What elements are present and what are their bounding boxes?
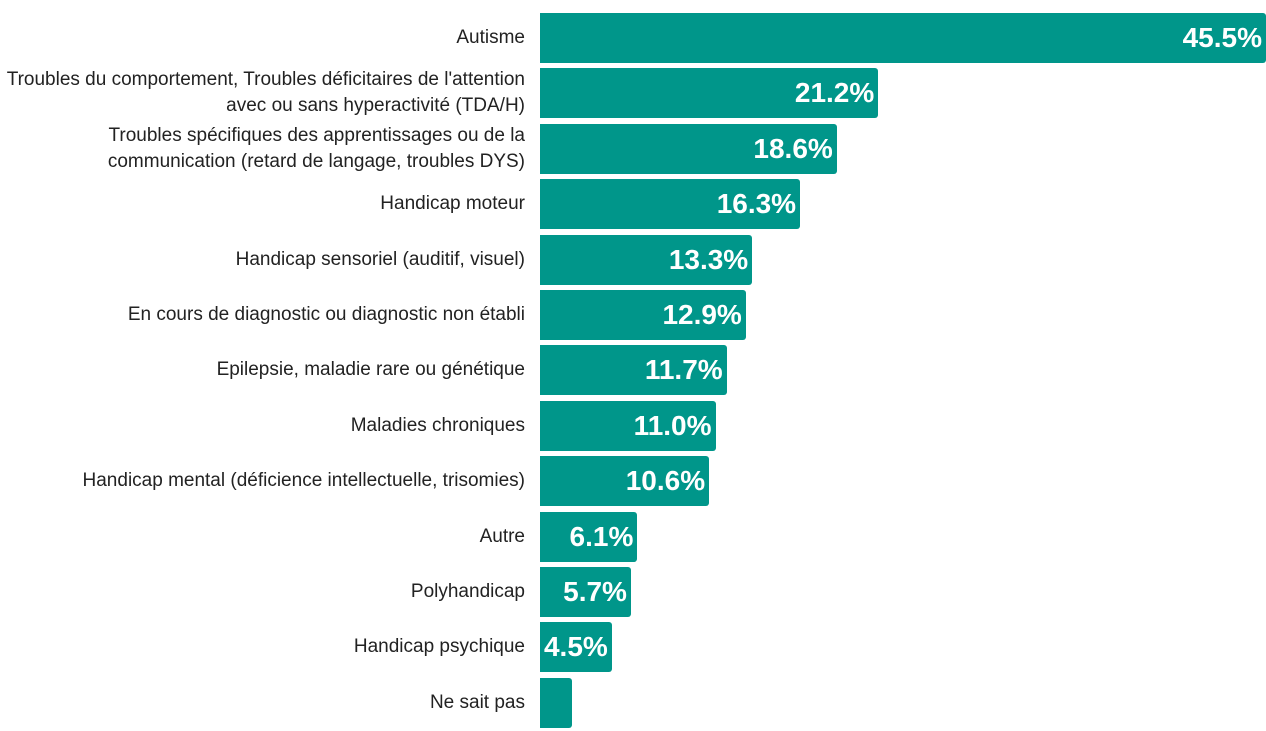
value-label: 11.0% xyxy=(633,409,712,441)
bar xyxy=(540,290,746,340)
category-label: Maladies chroniques xyxy=(350,414,525,436)
bar xyxy=(540,677,572,728)
category-label: Troubles spécifiques des apprentissages … xyxy=(107,124,525,172)
value-label: 5.7% xyxy=(563,576,627,607)
category-label: Troubles du comportement, Troubles défic… xyxy=(6,69,525,117)
category-label: Handicap mental (déficience intellectuel… xyxy=(82,470,525,492)
bar xyxy=(540,456,710,507)
value-label: 18.6% xyxy=(753,132,833,164)
category-label: En cours de diagnostic ou diagnostic non… xyxy=(127,304,525,325)
bar xyxy=(540,345,727,396)
category-label: Handicap sensoriel (auditif, visuel) xyxy=(235,248,525,270)
value-label: 21.2% xyxy=(794,77,875,109)
bar xyxy=(540,400,716,451)
bar xyxy=(540,511,638,562)
category-label: Autisme xyxy=(456,27,525,48)
value-label: 45.5% xyxy=(1182,22,1262,53)
bar xyxy=(540,234,753,285)
value-label: 4.5% xyxy=(543,631,608,663)
bar xyxy=(540,13,1266,63)
value-label: 16.3% xyxy=(716,188,797,220)
category-label: Handicap moteur xyxy=(380,193,525,215)
bar xyxy=(540,123,837,174)
category-label: Ne sait pas xyxy=(429,691,525,713)
category-label: Polyhandicap xyxy=(410,581,525,602)
category-label: Epilepsie, maladie rare ou génétique xyxy=(216,359,525,381)
category-label: Autre xyxy=(479,525,525,547)
bar xyxy=(540,179,801,230)
value-label: 6.1% xyxy=(569,520,634,552)
value-label: 12.9% xyxy=(662,299,742,330)
value-label: 10.6% xyxy=(625,465,706,497)
bar xyxy=(540,622,612,673)
category-label: Handicap psychique xyxy=(353,636,525,658)
value-label: 13.3% xyxy=(668,243,749,275)
value-label: 11.7% xyxy=(644,354,723,386)
bar xyxy=(540,68,879,119)
bar xyxy=(540,567,631,617)
